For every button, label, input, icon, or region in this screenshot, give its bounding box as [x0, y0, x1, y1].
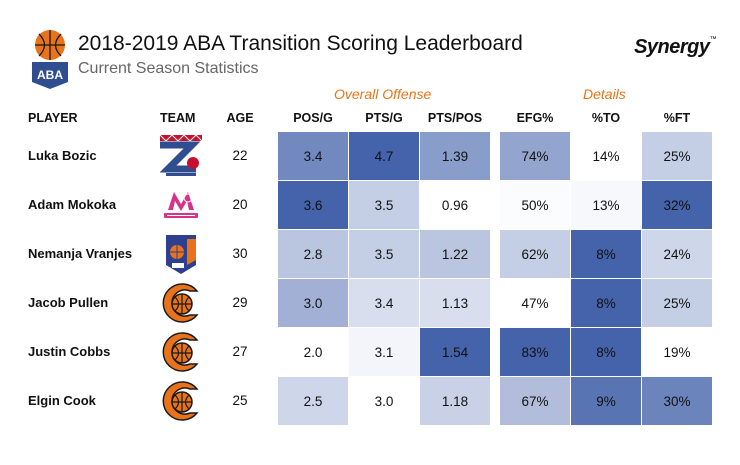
cell-to: 14% [571, 132, 641, 180]
cell-pts-pos: 0.96 [420, 181, 490, 229]
cell-ft: 25% [642, 279, 712, 327]
group-label-details: Details [583, 86, 626, 102]
cell-ft: 30% [642, 377, 712, 425]
cell-pts-g: 3.1 [349, 328, 419, 376]
col-header-efg: EFG% [516, 111, 554, 125]
mornar-bar-logo-icon [160, 233, 202, 275]
player-age: 20 [232, 197, 248, 212]
cell-pos-g: 2.8 [278, 230, 348, 278]
player-name: Justin Cobbs [28, 344, 111, 359]
cedevita-logo-icon [160, 282, 202, 324]
col-header-pts-g: PTS/G [365, 111, 403, 125]
cell-ft: 19% [642, 328, 712, 376]
cedevita-logo-icon [160, 380, 202, 422]
aba-logo-text: ABA [37, 68, 63, 82]
col-header-pos-g: POS/G [293, 111, 333, 125]
player-age: 22 [232, 148, 248, 163]
player-name: Nemanja Vranjes [28, 246, 133, 261]
cell-pos-g: 3.6 [278, 181, 348, 229]
cell-pts-g: 3.5 [349, 181, 419, 229]
player-age: 25 [232, 393, 248, 408]
page-title: 2018-2019 ABA Transition Scoring Leaderb… [78, 32, 523, 55]
cell-to: 8% [571, 230, 641, 278]
player-name: Adam Mokoka [28, 197, 117, 212]
cell-pos-g: 3.4 [278, 132, 348, 180]
brand-trademark: ™ [709, 36, 717, 43]
cell-efg: 67% [500, 377, 570, 425]
page-subtitle: Current Season Statistics [78, 60, 259, 77]
group-label-overall-offense: Overall Offense [334, 86, 432, 102]
cell-efg: 50% [500, 181, 570, 229]
mega-bemax-logo-icon [160, 184, 202, 226]
cell-pos-g: 2.0 [278, 328, 348, 376]
cell-to: 8% [571, 328, 641, 376]
cell-pos-g: 3.0 [278, 279, 348, 327]
table-row: Nemanja Vranjes 30 2.8 3.5 1.22 62% 8% 24% [0, 229, 740, 278]
col-header-age: AGE [226, 111, 254, 125]
player-age: 30 [232, 246, 248, 261]
cell-ft: 32% [642, 181, 712, 229]
table-row: Justin Cobbs 27 2.0 3.1 1.54 83% 8% 19% [0, 327, 740, 376]
cell-pos-g: 2.5 [278, 377, 348, 425]
cell-efg: 74% [500, 132, 570, 180]
cell-ft: 25% [642, 132, 712, 180]
cell-pts-g: 3.5 [349, 230, 419, 278]
cell-ft: 24% [642, 230, 712, 278]
cell-pts-g: 4.7 [349, 132, 419, 180]
col-header-to: %TO [591, 111, 621, 125]
cell-pts-pos: 1.22 [420, 230, 490, 278]
cell-efg: 47% [500, 279, 570, 327]
synergy-brand-logo: Synergy™ [634, 36, 716, 59]
col-header-ft: %FT [663, 111, 691, 125]
cell-pts-pos: 1.13 [420, 279, 490, 327]
cell-efg: 83% [500, 328, 570, 376]
cell-efg: 62% [500, 230, 570, 278]
col-header-team: TEAM [160, 111, 196, 125]
cedevita-logo-icon [160, 331, 202, 373]
cell-pts-pos: 1.54 [420, 328, 490, 376]
col-header-pts-pos: PTS/POS [427, 111, 483, 125]
zadar-logo-icon [159, 134, 203, 177]
cell-pts-pos: 1.39 [420, 132, 490, 180]
aba-league-logo: ABA [32, 30, 68, 89]
brand-text: Synergy [634, 36, 710, 58]
player-age: 27 [232, 344, 248, 359]
cell-to: 9% [571, 377, 641, 425]
player-name: Luka Bozic [28, 148, 97, 163]
cell-to: 13% [571, 181, 641, 229]
cell-pts-g: 3.4 [349, 279, 419, 327]
cell-to: 8% [571, 279, 641, 327]
table-row: Jacob Pullen 29 3.0 3.4 1.13 47% 8% 25% [0, 278, 740, 327]
table-row: Adam Mokoka 20 3.6 3.5 0.96 50% 13% 32% [0, 180, 740, 229]
player-name: Jacob Pullen [28, 295, 109, 310]
player-age: 29 [232, 295, 248, 310]
cell-pts-pos: 1.18 [420, 377, 490, 425]
table-row: Luka Bozic 22 3.4 4.7 1.39 74% 14% 25% [0, 131, 740, 180]
header: ABA 2018-2019 ABA Transition Scoring Lea… [30, 28, 720, 89]
cell-pts-g: 3.0 [349, 377, 419, 425]
table-row: Elgin Cook 25 2.5 3.0 1.18 67% 9% 30% [0, 376, 740, 425]
player-name: Elgin Cook [28, 393, 96, 408]
col-header-player: PLAYER [28, 111, 78, 125]
